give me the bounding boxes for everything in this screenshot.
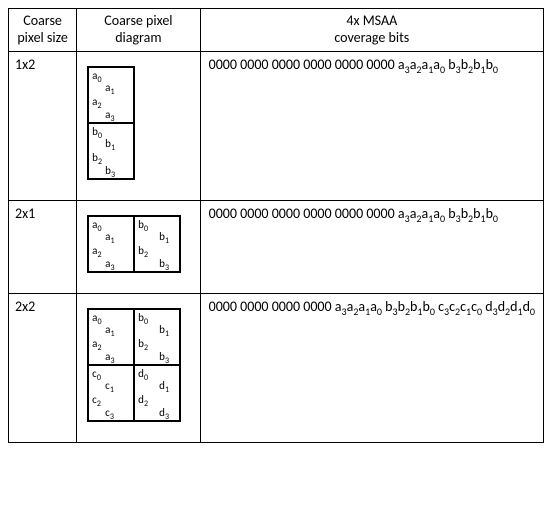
pixel-diagram-1x2: a0 a1 a2 a3b0b1b2b3 xyxy=(87,66,135,180)
pixel-cell: d0 d1 d2 d3 xyxy=(134,365,180,421)
pixel-cell: c0 c1 c2 c3 xyxy=(88,365,134,421)
sample-label: a2 xyxy=(92,338,101,352)
sample-label: d2 xyxy=(138,394,148,408)
bits-zero-prefix: 0000 0000 0000 0000 xyxy=(209,298,335,315)
sample-label: a1 xyxy=(105,82,114,96)
pixel-cell: b0b1b2b3 xyxy=(88,123,134,179)
sample-label: c3 xyxy=(105,407,114,421)
sample-label: b1 xyxy=(105,138,115,152)
coverage-table: Coarse pixel size Coarse pixel diagram 4… xyxy=(8,8,544,443)
header-text: Coarse pixel xyxy=(104,12,172,29)
sample-label: b2 xyxy=(138,245,148,259)
sample-label: b0 xyxy=(138,312,148,326)
sample-label: b0 xyxy=(92,126,102,140)
sample-label: b2 xyxy=(92,152,102,166)
sample-label: d1 xyxy=(159,380,169,394)
header-text: coverage bits xyxy=(334,29,409,46)
header-text: 4x MSAA xyxy=(346,12,397,29)
bits-zero-prefix: 0000 0000 0000 0000 0000 0000 xyxy=(209,56,398,73)
sample-label: a1 xyxy=(105,231,114,245)
diagram-cell: a0 a1 a2 a3 b0 b1 b2 b3 xyxy=(77,200,200,293)
sample-label: b3 xyxy=(159,351,169,365)
pixel-size-value: 1x2 xyxy=(9,51,77,200)
table-row: 2x2 a0 a1 a2 a3 b0 b1 b2 b3 c0 c1 c2 c3 d0 d1 d2 d3 0000 … xyxy=(9,293,544,442)
sample-label: a0 xyxy=(92,70,101,84)
header-text: Coarse xyxy=(23,12,62,29)
sample-label: a3 xyxy=(105,258,114,272)
pixel-cell: a0 a1 a2 a3 xyxy=(88,67,134,123)
header-coverage-bits: 4x MSAA coverage bits xyxy=(200,9,543,52)
pixel-cell: a0 a1 a2 a3 xyxy=(88,309,134,365)
sample-label: c0 xyxy=(92,368,101,382)
header-text: diagram xyxy=(115,29,161,46)
table-row: 1x2 a0 a1 a2 a3b0b1b2b3 0000 0000 0000 0000 0… xyxy=(9,51,544,200)
sample-label: b1 xyxy=(159,231,169,245)
bits-zero-prefix: 0000 0000 0000 0000 0000 0000 xyxy=(209,205,398,222)
table-row: 2x1 a0 a1 a2 a3 b0 b1 b2 b3 0000 0000 0000 0000 0… xyxy=(9,200,544,293)
sample-label: d3 xyxy=(159,407,169,421)
pixel-diagram-2x1: a0 a1 a2 a3 b0 b1 b2 b3 xyxy=(87,215,181,273)
sample-label: d0 xyxy=(138,368,148,382)
sample-label: a3 xyxy=(105,351,114,365)
sample-label: a0 xyxy=(92,312,101,326)
pixel-size-value: 2x1 xyxy=(9,200,77,293)
header-diagram: Coarse pixel diagram xyxy=(77,9,200,52)
diagram-cell: a0 a1 a2 a3 b0 b1 b2 b3 c0 c1 c2 c3 d0 d1 d2 d3 xyxy=(77,293,200,442)
sample-label: b3 xyxy=(159,258,169,272)
coverage-bits-value: 0000 0000 0000 0000 0000 0000 a3a2a1a0 b… xyxy=(200,200,543,293)
sample-label: a2 xyxy=(92,245,101,259)
coverage-bits-value: 0000 0000 0000 0000 a3a2a1a0 b3b2b1b0 c3… xyxy=(200,293,543,442)
sample-label: a2 xyxy=(92,96,101,110)
pixel-diagram-2x2: a0 a1 a2 a3 b0 b1 b2 b3 c0 c1 c2 c3 d0 d1 d2 d3 xyxy=(87,308,181,422)
sample-label: c1 xyxy=(105,380,114,394)
coverage-bits-value: 0000 0000 0000 0000 0000 0000 a3a2a1a0 b… xyxy=(200,51,543,200)
sample-label: a1 xyxy=(105,324,114,338)
sample-label: b2 xyxy=(138,338,148,352)
pixel-cell: b0 b1 b2 b3 xyxy=(134,216,180,272)
sample-label: c2 xyxy=(92,394,101,408)
sample-label: b0 xyxy=(138,219,148,233)
header-text: pixel size xyxy=(17,29,67,46)
sample-label: a0 xyxy=(92,219,101,233)
sample-label: b3 xyxy=(105,165,115,179)
sample-label: b1 xyxy=(159,324,169,338)
pixel-size-value: 2x2 xyxy=(9,293,77,442)
header-pixel-size: Coarse pixel size xyxy=(9,9,77,52)
pixel-cell: b0 b1 b2 b3 xyxy=(134,309,180,365)
pixel-cell: a0 a1 a2 a3 xyxy=(88,216,134,272)
sample-label: a3 xyxy=(105,109,114,123)
diagram-cell: a0 a1 a2 a3b0b1b2b3 xyxy=(77,51,200,200)
table-body: 1x2a0a1a2a3b0b1b2b30000 0000 0000 0000 0… xyxy=(9,51,544,442)
